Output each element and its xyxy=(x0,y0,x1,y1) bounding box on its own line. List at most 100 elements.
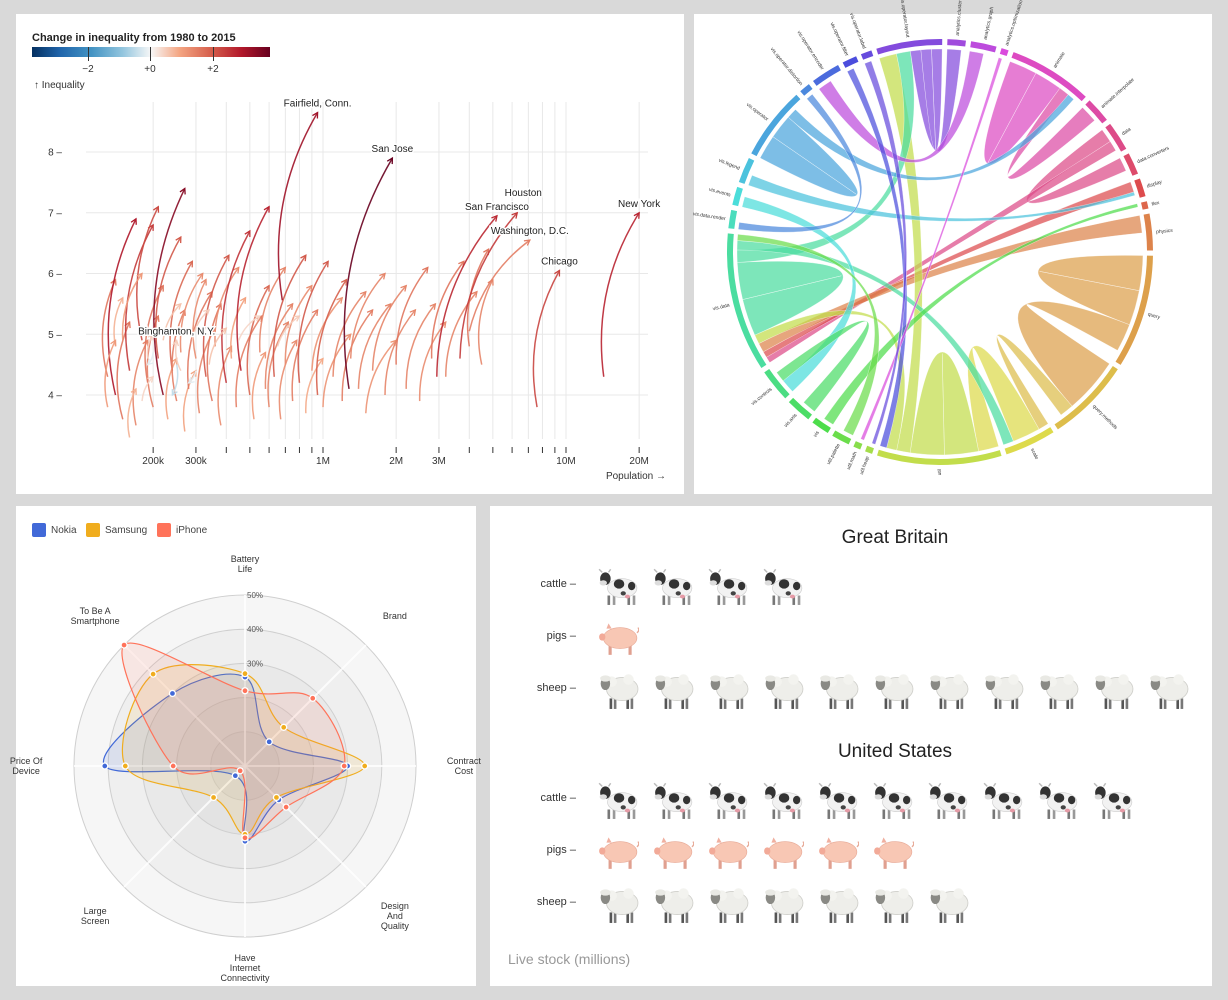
chord-diagram-panel: analytics.cluster analytics.graph analytic… xyxy=(692,0,1212,494)
city-arrow-head xyxy=(366,308,374,316)
row-label: sheep – xyxy=(536,682,576,694)
chord-ribbon xyxy=(847,68,908,449)
radar-axis-line xyxy=(244,765,367,888)
x-tick-label: 3M xyxy=(432,456,446,467)
city-arrow-head xyxy=(422,266,429,274)
row-label: pigs – xyxy=(546,630,576,642)
group-label: analytics.cluster xyxy=(955,0,964,36)
city-arrow xyxy=(214,266,240,347)
labeled-city-arrow-head xyxy=(386,156,394,165)
city-arrow xyxy=(146,333,154,359)
city-arrow-head xyxy=(322,260,329,268)
city-arrow-head xyxy=(186,260,194,268)
radar-axis-label: Have Internet Connectivity xyxy=(220,953,270,983)
color-legend-bar xyxy=(32,47,270,57)
radar-axis-label-line: Design xyxy=(381,901,409,911)
legend-item-iphone[interactable]: iPhone xyxy=(157,523,207,537)
x-tick-label: 1M xyxy=(316,456,330,467)
arrows xyxy=(101,111,640,438)
cow-icon xyxy=(928,782,968,820)
city-arrow-head xyxy=(175,235,182,244)
city-arrow xyxy=(349,273,386,359)
city-arrow-head xyxy=(300,254,307,262)
sheep-icon xyxy=(654,887,694,924)
city-arrow-head xyxy=(253,315,262,322)
city-arrow xyxy=(430,260,465,359)
radar-axis-label-line: Connectivity xyxy=(220,973,270,983)
radar-chart: Battery Life Brand Contract Cost Design And Qua… xyxy=(10,554,482,983)
city-arrow-head xyxy=(291,339,298,347)
radar-data-point xyxy=(101,762,109,770)
radar-data-point xyxy=(280,723,288,731)
city-arrow xyxy=(395,266,429,365)
city-arrow xyxy=(267,321,289,408)
radar-axis-label-line: And xyxy=(387,911,403,921)
city-arrow-head xyxy=(340,278,348,286)
city-arrow xyxy=(341,309,374,402)
city-arrow xyxy=(230,297,247,359)
sheep-icon xyxy=(1094,673,1134,710)
city-arrow-head xyxy=(187,377,195,384)
chord-ribbon xyxy=(758,215,1143,353)
radar-data-point xyxy=(241,670,249,678)
group-arc xyxy=(999,48,1009,57)
radar-axis-label-line: Battery xyxy=(231,554,260,564)
group-label: analytics.graph xyxy=(983,6,996,40)
legend-item-nokia[interactable]: Nokia xyxy=(32,523,77,537)
city-arrow-head xyxy=(400,284,408,292)
city-arrow xyxy=(165,358,178,420)
city-arrow-head xyxy=(233,266,240,274)
city-arrow xyxy=(146,315,159,408)
chart-caption: Live stock (millions) xyxy=(508,951,631,967)
radar-axis-label-line: Life xyxy=(238,564,253,574)
pig-icon xyxy=(598,836,639,870)
radar-data-point xyxy=(120,641,128,649)
group-label: util.palette xyxy=(826,443,842,466)
city-arrow-head xyxy=(130,387,137,395)
city-arrow xyxy=(202,254,230,377)
x-tick-label: 10M xyxy=(556,456,575,467)
radar-series-area xyxy=(121,642,346,840)
group-arc xyxy=(812,417,831,434)
radar-data-point xyxy=(309,694,317,702)
city-arrow xyxy=(171,364,179,396)
legend-label: Samsung xyxy=(105,524,148,536)
x-axis-label: Population → xyxy=(605,471,666,482)
group-arc xyxy=(842,56,859,68)
group-arc xyxy=(1141,201,1149,210)
radar-ring-label: 30% xyxy=(247,659,263,668)
city-arrow-head xyxy=(306,284,313,292)
livestock-pictogram-panel: Great Britain cattle – pigs – sheep – United… xyxy=(490,506,1212,986)
radar-axis-line xyxy=(123,644,246,767)
city-arrow-head xyxy=(286,302,294,310)
cow-icon xyxy=(983,782,1023,820)
city-arrow-head xyxy=(110,278,117,286)
cow-icon xyxy=(873,782,913,820)
city-arrow-head xyxy=(171,388,178,397)
radar-axis-label-line: Contract xyxy=(447,756,482,766)
labeled-city-arrow-head xyxy=(491,214,498,222)
radar-ring-label: 50% xyxy=(247,591,263,600)
city-arrow-head xyxy=(263,205,270,213)
city-arrow-head xyxy=(279,266,287,274)
group-arc xyxy=(865,445,874,454)
city-arrow xyxy=(278,339,298,420)
sheep-icon xyxy=(764,673,804,710)
x-tick-label: 300k xyxy=(185,456,208,467)
city-arrow xyxy=(208,327,227,365)
chord-ribbon xyxy=(1017,301,1130,407)
city-arrow-head xyxy=(142,339,149,347)
chord-ribbon xyxy=(920,48,943,151)
city-arrow xyxy=(246,285,270,396)
radar-data-point xyxy=(231,772,239,780)
sheep-icon xyxy=(709,887,749,924)
city-label: San Jose xyxy=(372,144,414,155)
cow-icon xyxy=(763,568,803,606)
radar-data-point xyxy=(340,762,348,770)
city-arrow-head xyxy=(124,320,131,329)
group-label: vis.operator.encoder xyxy=(795,30,825,72)
group-label: query.methods xyxy=(1091,404,1119,432)
legend-item-samsung[interactable]: Samsung xyxy=(86,523,147,537)
group-arc xyxy=(1054,365,1118,430)
city-arrow xyxy=(101,279,117,377)
